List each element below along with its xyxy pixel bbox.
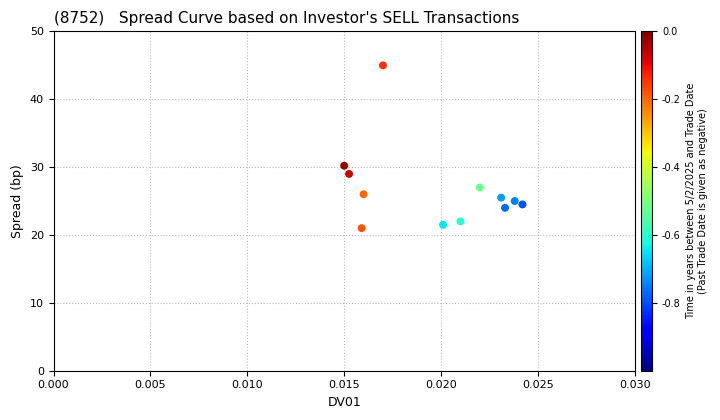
Point [509,198,521,205]
Point [499,205,510,211]
Y-axis label: Time in years between 5/2/2025 and Trade Date
(Past Trade Date is given as negat: Time in years between 5/2/2025 and Trade… [686,83,708,319]
Y-axis label: Spread (bp): Spread (bp) [11,164,24,238]
Point [517,201,528,208]
Point [377,62,389,69]
Point [474,184,485,191]
Point [356,225,367,231]
X-axis label: DV01: DV01 [328,396,361,409]
Point [495,194,507,201]
Point [437,221,449,228]
Point [343,171,355,177]
Point [358,191,369,197]
Point [455,218,467,225]
Text: (8752)   Spread Curve based on Investor's SELL Transactions: (8752) Spread Curve based on Investor's … [53,11,519,26]
Point [338,163,350,169]
